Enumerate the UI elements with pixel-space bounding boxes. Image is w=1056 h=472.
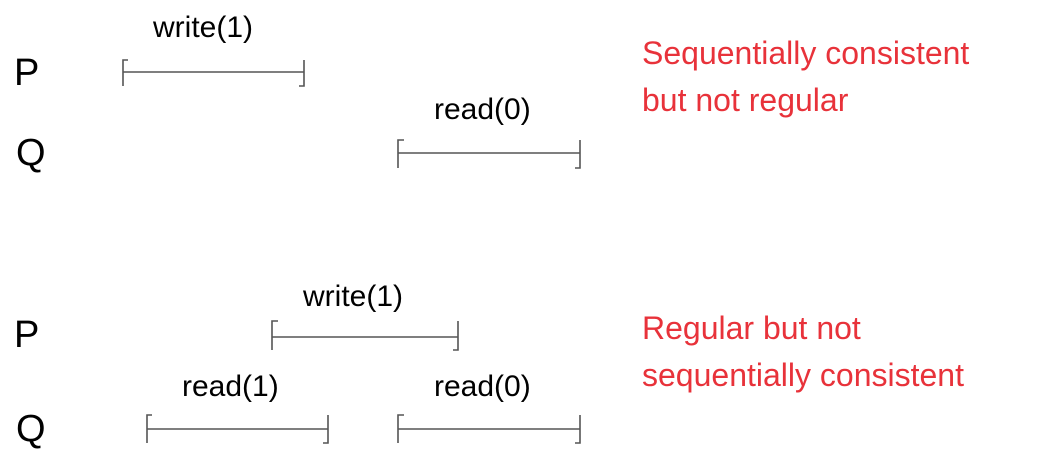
interval-p-write-1 — [122, 59, 305, 87]
q-read-label: read(0) — [434, 93, 531, 126]
interval-p-write-1-b — [271, 320, 459, 351]
process-p-label-b: P — [14, 314, 40, 356]
p-write-label-b: write(1) — [303, 280, 404, 313]
interval-q-read-0-b — [397, 414, 581, 444]
note-line-2: but not regular — [642, 82, 849, 118]
process-q-label-b: Q — [16, 408, 46, 450]
q-read-1-label: read(1) — [182, 370, 279, 403]
note-line-1: Sequentially consistent — [642, 35, 970, 71]
note-line-2-b: sequentially consistent — [642, 357, 964, 393]
interval-q-read-0 — [397, 139, 581, 169]
process-q-label: Q — [16, 132, 46, 174]
note-line-1-b: Regular but not — [642, 310, 861, 346]
interval-q-read-1 — [146, 414, 329, 444]
process-p-label: P — [14, 52, 40, 94]
p-write-label: write(1) — [153, 11, 254, 44]
q-read-0-label: read(0) — [434, 370, 531, 403]
